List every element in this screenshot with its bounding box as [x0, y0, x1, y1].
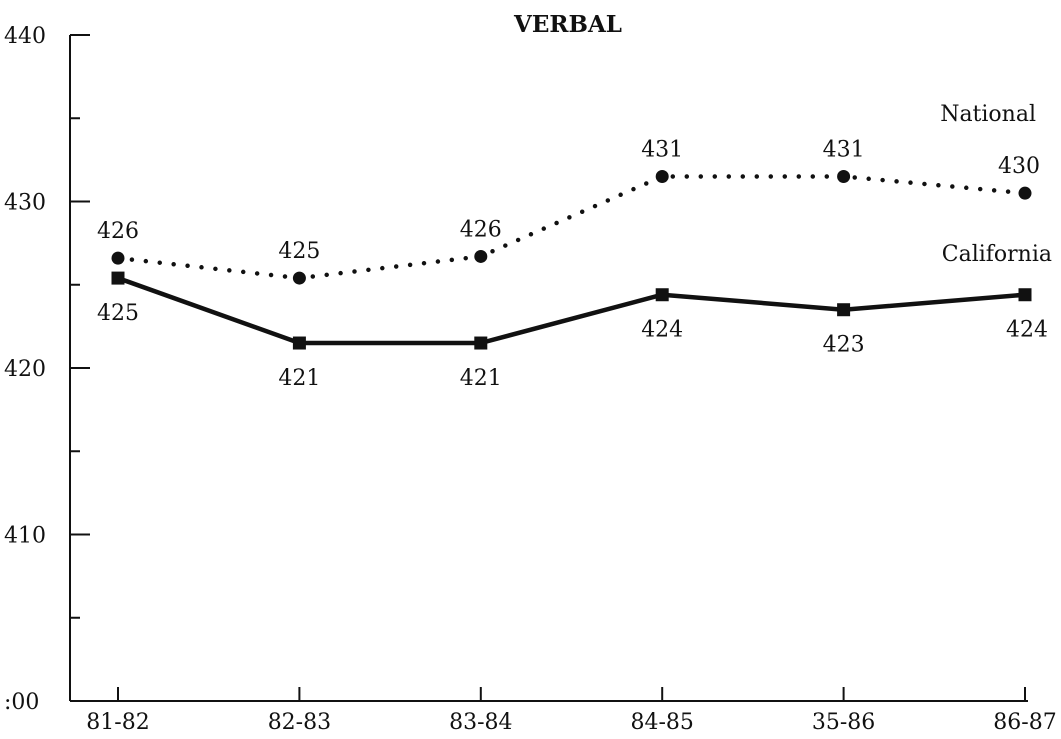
data-point-national — [655, 170, 669, 184]
x-tick-label: 83-84 — [449, 710, 512, 735]
data-label-national: 426 — [97, 219, 139, 244]
series-label-california: California — [942, 242, 1052, 267]
data-point-california — [1018, 288, 1032, 302]
chart-title: VERBAL — [513, 11, 622, 38]
y-tick-label: 430 — [4, 191, 46, 216]
series-layer — [111, 170, 1032, 350]
data-point-national — [1018, 186, 1032, 200]
data-point-california — [292, 336, 306, 350]
data-label-national: 426 — [460, 217, 502, 242]
data-point-national — [292, 271, 306, 285]
labels-layer: 426 425 426 431 431 430 425 421 421 424 423 424 Nati… — [97, 102, 1052, 391]
data-point-national — [837, 170, 851, 184]
data-label-national: 430 — [998, 154, 1040, 179]
series-label-national: National — [940, 102, 1036, 127]
x-tick-label: 86-87 — [993, 710, 1056, 735]
series-line-california — [117, 275, 1026, 346]
data-point-california — [474, 336, 488, 350]
data-point-california — [655, 288, 669, 302]
series-line-national — [115, 174, 1028, 281]
data-label-national: 425 — [278, 239, 320, 264]
x-tick-label: 82-83 — [268, 710, 331, 735]
y-tick-label: 410 — [4, 524, 46, 549]
data-label-national: 431 — [823, 138, 865, 163]
data-point-california — [837, 303, 851, 317]
data-label-national: 431 — [641, 138, 683, 163]
data-point-national — [474, 249, 488, 263]
y-tick-label: 440 — [4, 24, 46, 49]
y-tick-label: :00 — [4, 690, 39, 715]
data-label-california: 424 — [1006, 318, 1048, 343]
data-point-california — [111, 271, 125, 285]
x-tick-label: 84-85 — [630, 710, 693, 735]
data-label-california: 425 — [97, 301, 139, 326]
x-tick-label: 35-86 — [812, 710, 875, 735]
y-tick-label: 420 — [4, 357, 46, 382]
data-point-national — [111, 251, 125, 265]
x-tick-label: 81-82 — [86, 710, 149, 735]
axes: 440 430 420 410 :00 81-82 82-83 83-84 84-85 35-86… — [4, 24, 1057, 735]
data-label-california: 424 — [641, 318, 683, 343]
data-label-california: 423 — [823, 333, 865, 358]
data-label-california: 421 — [460, 366, 502, 391]
data-label-california: 421 — [278, 366, 320, 391]
